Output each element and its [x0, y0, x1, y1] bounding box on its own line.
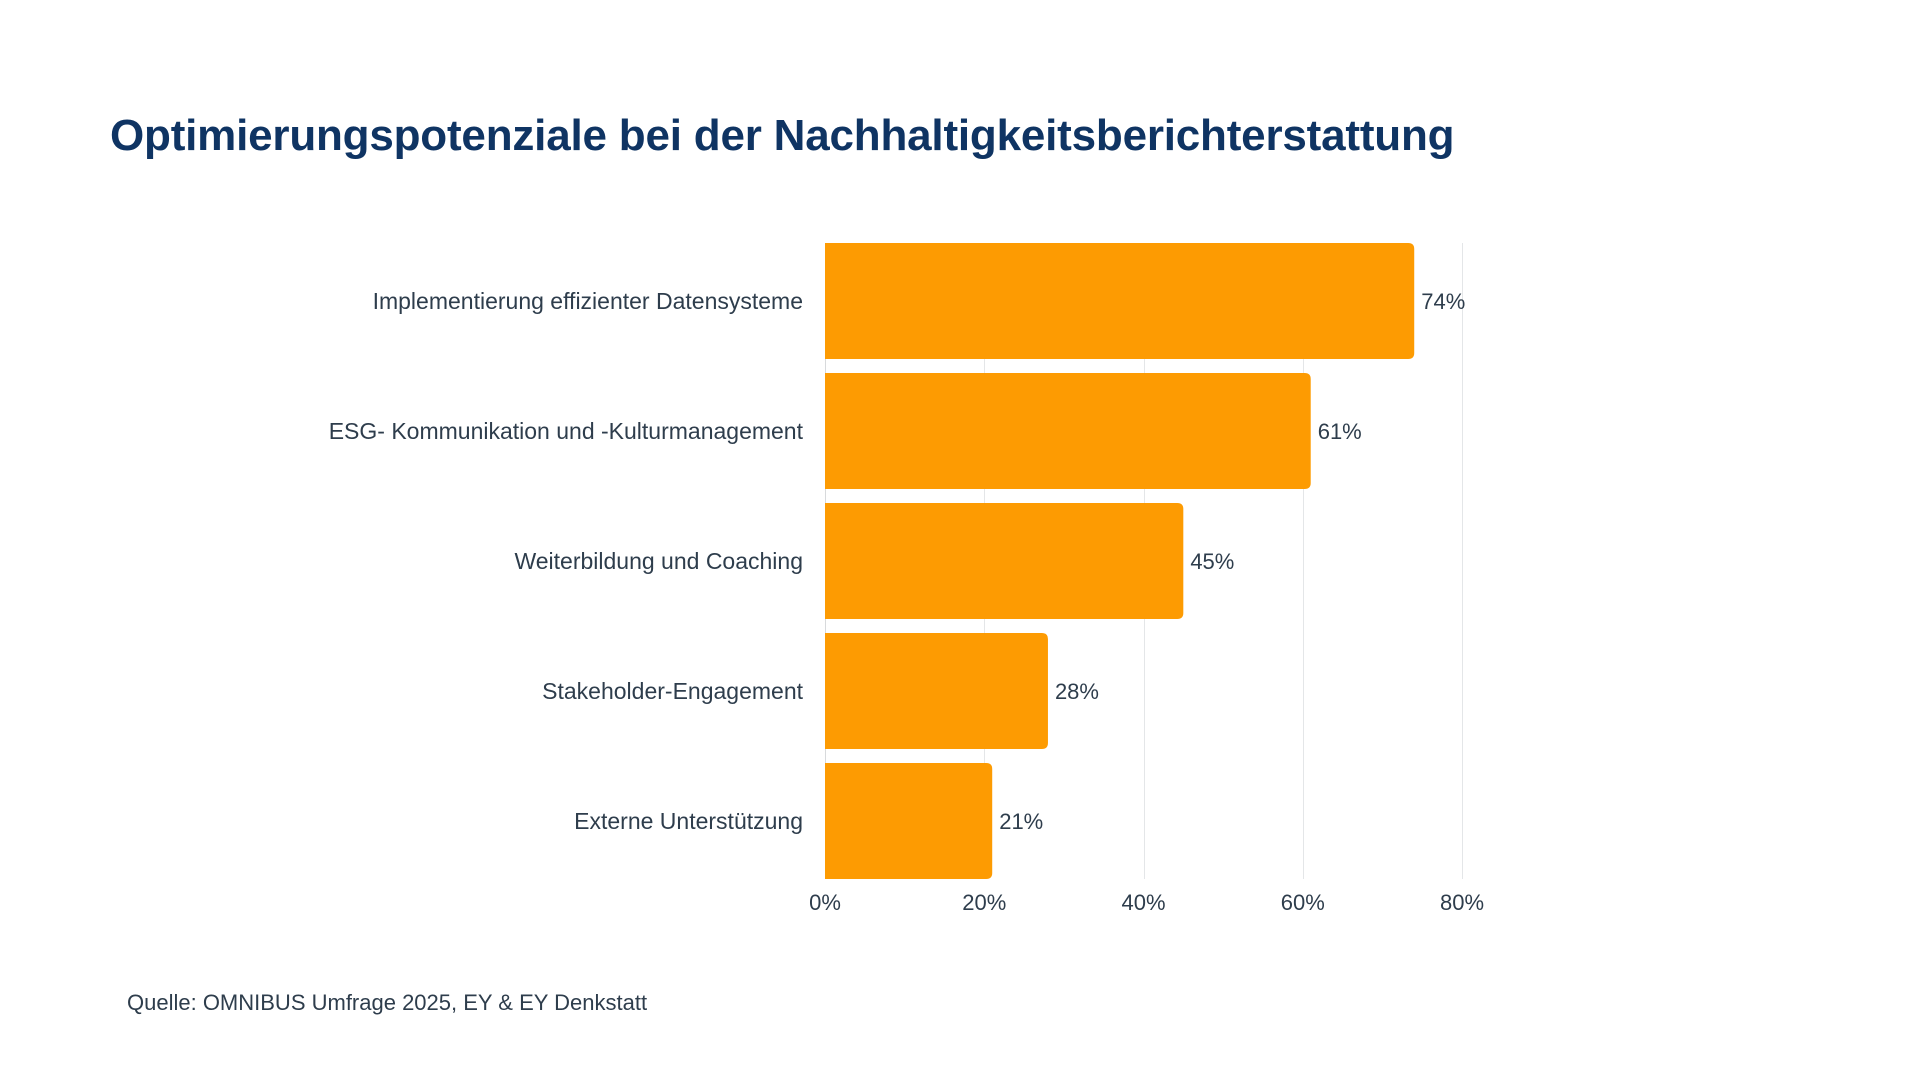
chart-title: Optimierungspotenziale bei der Nachhalti… [110, 111, 1455, 160]
category-labels: Implementierung effizienter Datensysteme… [329, 288, 804, 834]
value-label: 61% [1318, 419, 1362, 444]
category-label: Implementierung effizienter Datensysteme [373, 288, 803, 314]
x-tick-label: 20% [962, 890, 1006, 915]
category-label: ESG- Kommunikation und -Kulturmanagement [329, 418, 804, 444]
bars [825, 243, 1415, 879]
category-label: Externe Unterstützung [574, 808, 803, 834]
value-label: 28% [1055, 679, 1099, 704]
value-labels: 74% 61% 45% 28% 21% [999, 289, 1465, 834]
value-label: 21% [999, 809, 1043, 834]
x-tick-label: 40% [1121, 890, 1165, 915]
x-axis: 0% 20% 40% 60% 80% [809, 890, 1484, 915]
bar [825, 633, 1048, 749]
category-label: Weiterbildung und Coaching [514, 548, 803, 574]
x-tick-label: 60% [1281, 890, 1325, 915]
bar [825, 373, 1311, 489]
x-tick-label: 80% [1440, 890, 1484, 915]
bar [825, 503, 1184, 619]
category-label: Stakeholder-Engagement [542, 678, 803, 704]
source-note: Quelle: OMNIBUS Umfrage 2025, EY & EY De… [127, 990, 648, 1015]
x-tick-label: 0% [809, 890, 841, 915]
bar [825, 763, 993, 879]
value-label: 74% [1421, 289, 1465, 314]
value-label: 45% [1190, 549, 1234, 574]
bar [825, 243, 1415, 359]
